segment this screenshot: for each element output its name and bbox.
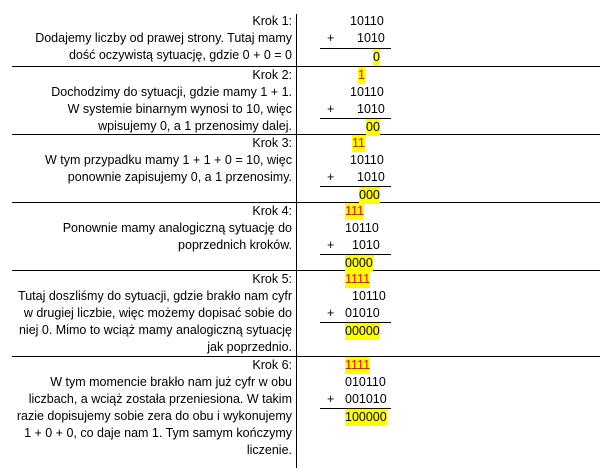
step-line: w drugiej liczbie, więc możemy dopisać s… (23, 306, 292, 320)
addend-a: 10110 (350, 153, 384, 167)
step-1: Krok 1: Dodajemy liczby od prawej strony… (12, 0, 600, 67)
addend-b: 1010 (357, 102, 385, 116)
step-title: Krok 1: (252, 14, 292, 28)
step-text: Krok 2: Dochodzimy do sytuacji, gdzie ma… (51, 67, 292, 135)
step-line: jak poprzednio. (207, 340, 292, 354)
step-line: niej 0. Mimo to wciąż mamy analogiczną s… (18, 323, 292, 337)
result: 000 (359, 187, 380, 204)
step-line: Dochodzimy do sytuacji, gdzie mamy 1 + 1… (51, 85, 292, 99)
step-line: ponownie zapisujemy 0, a 1 przenosimy. (67, 170, 292, 184)
sum-rule (320, 118, 391, 119)
step-title: Krok 2: (252, 68, 292, 82)
step-line: liczbach, a wciąż została przeniesiona. … (28, 392, 292, 406)
step-4: Krok 4: Ponownie mamy analogiczną sytuac… (12, 202, 600, 272)
result: 0 (373, 49, 380, 66)
addend-b: 1010 (357, 170, 385, 184)
plus-sign: + (327, 102, 335, 116)
addend-a: 10110 (350, 85, 384, 99)
result: 00 (366, 119, 380, 136)
step-text: Krok 3: W tym przypadku mamy 1 + 1 + 0 =… (45, 135, 292, 186)
carry: 1111 (345, 271, 371, 288)
digits: 10110 (350, 14, 384, 28)
step-6: Krok 6: W tym momencie brakło nam już cy… (12, 356, 600, 468)
carry: 1 (358, 67, 365, 84)
step-line: Tutaj doszliśmy do sytuacji, gdzie brakł… (18, 289, 292, 303)
addend-a: 010110 (345, 375, 386, 389)
step-line: wpisujemy 0, a 1 przenosimy dalej. (98, 119, 292, 133)
step-line: liczenie. (246, 443, 292, 457)
plus-sign: + (327, 238, 335, 252)
step-line: 1 + 0 + 0, co daje nam 1. Tym samym końc… (24, 426, 292, 440)
step-title: Krok 3: (252, 136, 292, 150)
step-5: Krok 5: Tutaj doszliśmy do sytuacji, gdz… (12, 270, 600, 357)
step-line: dość oczywistą sytuację, gdzie 0 + 0 = 0 (68, 48, 292, 62)
step-line: W tym momencie brakło nam już cyfr w obu (50, 375, 292, 389)
step-line: Dodajemy liczby od prawej strony. Tutaj … (35, 31, 292, 45)
step-2: Krok 2: Dochodzimy do sytuacji, gdzie ma… (12, 66, 600, 136)
sum-rule (320, 48, 391, 49)
step-3: Krok 3: W tym przypadku mamy 1 + 1 + 0 =… (12, 134, 600, 204)
step-text: Krok 4: Ponownie mamy analogiczną sytuac… (63, 203, 292, 254)
step-text: Krok 1: Dodajemy liczby od prawej strony… (35, 13, 292, 64)
addend-a: 10110 (352, 289, 386, 303)
sum-rule (320, 254, 391, 255)
step-line: razie dopisujemy sobie zera do obu i wyk… (16, 409, 292, 423)
step-title: Krok 4: (252, 204, 292, 218)
addend-b: 01010 (345, 306, 380, 320)
result: 0000 (345, 255, 373, 272)
sum-rule (320, 186, 391, 187)
sum-rule (320, 322, 391, 323)
addend-b: 1010 (352, 238, 380, 252)
step-text: Krok 6: W tym momencie brakło nam już cy… (17, 357, 292, 459)
plus-sign: + (327, 31, 335, 45)
carry: 1111 (345, 357, 371, 374)
result: 00000 (345, 323, 380, 340)
plus-sign: + (327, 170, 335, 184)
carry: 111 (345, 203, 365, 220)
addend-a: 10110 (345, 221, 379, 235)
carry: 11 (352, 135, 365, 152)
step-line: Ponownie mamy analogiczną sytuację do (62, 221, 292, 235)
addend-b: 001010 (345, 392, 387, 406)
addend-a: 10110 (350, 13, 384, 30)
step-line: W tym przypadku mamy 1 + 1 + 0 = 10, wię… (45, 153, 292, 167)
result: 100000 (345, 409, 387, 426)
plus-sign: + (327, 392, 335, 406)
step-title: Krok 5: (252, 272, 292, 286)
step-title: Krok 6: (252, 358, 292, 372)
step-line: poprzednich kroków. (178, 238, 292, 252)
step-text: Krok 5: Tutaj doszliśmy do sytuacji, gdz… (18, 271, 292, 356)
plus-sign: + (327, 306, 335, 320)
sum-rule (320, 408, 391, 409)
step-line: W systemie binarnym wynosi to 10, więc (67, 102, 292, 116)
addend-b: 1010 (357, 31, 385, 45)
column-divider (296, 14, 297, 468)
